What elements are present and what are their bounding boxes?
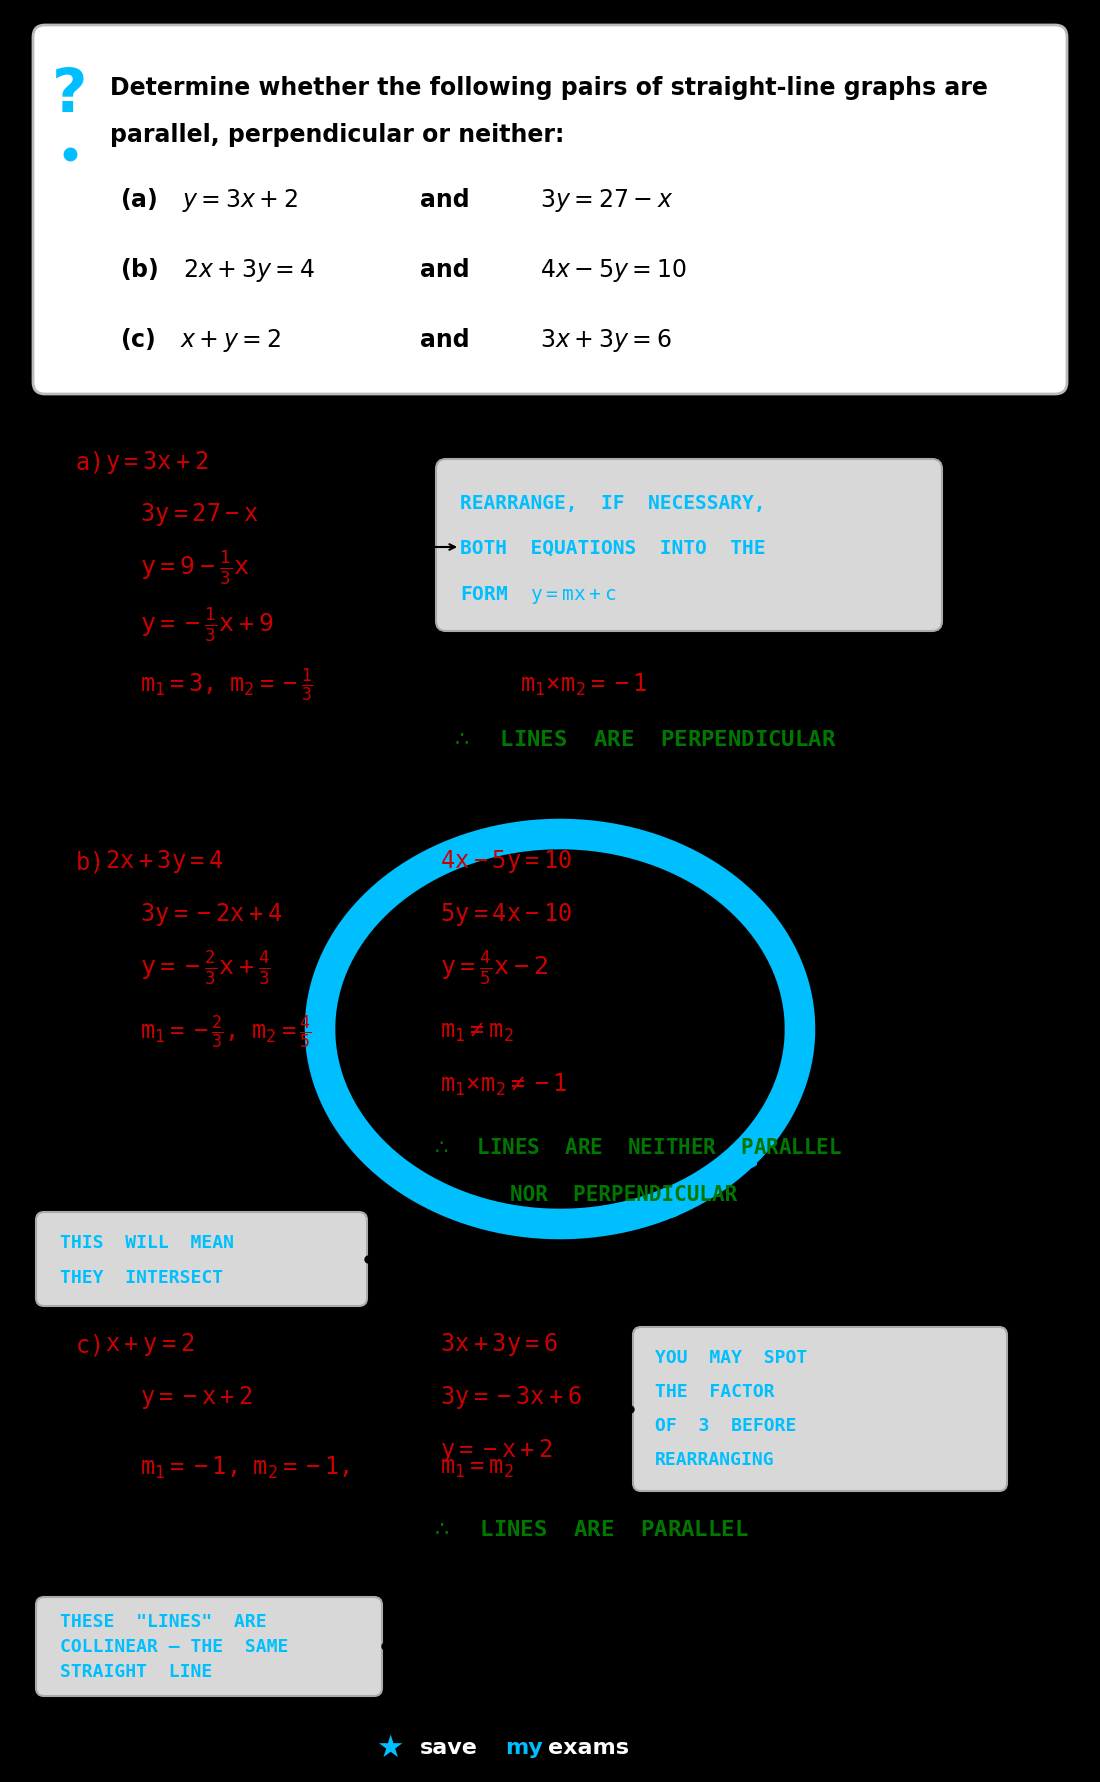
Text: ?: ? <box>53 66 88 125</box>
Text: $\mathtt{3y=27-x}$: $\mathtt{3y=27-x}$ <box>140 501 260 527</box>
Text: FORM  $\mathtt{y=mx+c}$: FORM $\mathtt{y=mx+c}$ <box>460 584 616 606</box>
Text: $\mathtt{m_1=m_2}$: $\mathtt{m_1=m_2}$ <box>440 1456 514 1479</box>
Text: $3y = 27 - x$: $3y = 27 - x$ <box>540 187 673 214</box>
Text: REARRANGE,  IF  NECESSARY,: REARRANGE, IF NECESSARY, <box>460 494 766 511</box>
Text: $\mathtt{y=-\frac{1}{3}x+9}$: $\mathtt{y=-\frac{1}{3}x+9}$ <box>140 606 274 643</box>
Text: $\therefore$  LINES  ARE  PERPENDICULAR: $\therefore$ LINES ARE PERPENDICULAR <box>450 729 837 750</box>
Text: ★: ★ <box>376 1732 404 1762</box>
Text: $4x - 5y = 10$: $4x - 5y = 10$ <box>540 257 686 283</box>
Text: (a)   $y = 3x + 2$: (a) $y = 3x + 2$ <box>120 185 298 214</box>
Text: $\mathtt{y=-\frac{2}{3}x+\frac{4}{3}}$: $\mathtt{y=-\frac{2}{3}x+\frac{4}{3}}$ <box>140 948 271 987</box>
Text: $\mathtt{3x+3y=6}$: $\mathtt{3x+3y=6}$ <box>440 1331 559 1358</box>
Text: and: and <box>420 258 470 282</box>
FancyBboxPatch shape <box>632 1328 1007 1492</box>
Text: $\mathtt{5y=4x-10}$: $\mathtt{5y=4x-10}$ <box>440 902 573 928</box>
Text: $\mathtt{y=\frac{4}{5}x-2}$: $\mathtt{y=\frac{4}{5}x-2}$ <box>440 948 548 987</box>
Text: $\mathtt{3y=-2x+4}$: $\mathtt{3y=-2x+4}$ <box>140 902 283 928</box>
Text: COLLINEAR — THE  SAME: COLLINEAR — THE SAME <box>60 1638 288 1655</box>
FancyBboxPatch shape <box>36 1597 382 1696</box>
Text: Determine whether the following pairs of straight-line graphs are: Determine whether the following pairs of… <box>110 77 988 100</box>
Text: save: save <box>420 1737 477 1757</box>
Text: $\mathtt{b)}$: $\mathtt{b)}$ <box>75 848 100 875</box>
Text: $\mathtt{2x+3y=4}$: $\mathtt{2x+3y=4}$ <box>104 848 224 875</box>
Text: and: and <box>420 328 470 351</box>
Text: $\mathtt{m_1=-\frac{2}{3},\ m_2=\frac{4}{5}}$: $\mathtt{m_1=-\frac{2}{3},\ m_2=\frac{4}… <box>140 1012 312 1050</box>
Text: $\mathtt{y=3x+2}$: $\mathtt{y=3x+2}$ <box>104 449 209 476</box>
Text: THE  FACTOR: THE FACTOR <box>654 1383 774 1401</box>
Text: $3x + 3y = 6$: $3x + 3y = 6$ <box>540 326 671 353</box>
Text: $\mathtt{c)}$: $\mathtt{c)}$ <box>75 1331 100 1358</box>
Text: and: and <box>420 187 470 212</box>
Text: $\mathtt{m_1 \!\times\! m_2=-1}$: $\mathtt{m_1 \!\times\! m_2=-1}$ <box>520 672 648 699</box>
Text: $\mathtt{a)}$: $\mathtt{a)}$ <box>75 449 100 474</box>
Text: $\mathtt{4x-5y=10}$: $\mathtt{4x-5y=10}$ <box>440 848 573 875</box>
Text: (c)   $x + y = 2$: (c) $x + y = 2$ <box>120 326 280 355</box>
Text: THIS  WILL  MEAN: THIS WILL MEAN <box>60 1233 234 1251</box>
Text: (b)   $2x + 3y = 4$: (b) $2x + 3y = 4$ <box>120 257 315 283</box>
Text: $\mathtt{m_1 \!\times\! m_2 \neq -1}$: $\mathtt{m_1 \!\times\! m_2 \neq -1}$ <box>440 1071 568 1098</box>
Text: THESE  "LINES"  ARE: THESE "LINES" ARE <box>60 1613 266 1631</box>
Text: $\mathtt{3y=-3x+6}$: $\mathtt{3y=-3x+6}$ <box>440 1385 582 1411</box>
Text: parallel, perpendicular or neither:: parallel, perpendicular or neither: <box>110 123 564 146</box>
FancyBboxPatch shape <box>436 460 942 631</box>
Text: my: my <box>505 1737 542 1757</box>
Text: YOU  MAY  SPOT: YOU MAY SPOT <box>654 1349 807 1367</box>
Text: $\mathtt{m_1=3,\ m_2=-\frac{1}{3}}$: $\mathtt{m_1=3,\ m_2=-\frac{1}{3}}$ <box>140 666 314 704</box>
Text: $\therefore$  LINES  ARE  PARALLEL: $\therefore$ LINES ARE PARALLEL <box>430 1518 749 1540</box>
Text: BOTH  EQUATIONS  INTO  THE: BOTH EQUATIONS INTO THE <box>460 538 766 558</box>
FancyBboxPatch shape <box>33 27 1067 396</box>
Text: $\mathtt{y=9-\frac{1}{3}x}$: $\mathtt{y=9-\frac{1}{3}x}$ <box>140 549 250 586</box>
Text: $\mathtt{y=-x+2}$: $\mathtt{y=-x+2}$ <box>440 1436 553 1463</box>
Text: $\mathtt{y=-x+2}$: $\mathtt{y=-x+2}$ <box>140 1385 253 1411</box>
Text: REARRANGING: REARRANGING <box>654 1451 774 1468</box>
Text: $\mathtt{x+y=2}$: $\mathtt{x+y=2}$ <box>104 1331 195 1358</box>
Text: OF  3  BEFORE: OF 3 BEFORE <box>654 1417 796 1435</box>
Text: exams: exams <box>548 1737 629 1757</box>
Text: NOR  PERPENDICULAR: NOR PERPENDICULAR <box>510 1185 737 1205</box>
Text: THEY  INTERSECT: THEY INTERSECT <box>60 1269 223 1287</box>
Text: $\mathtt{m_1 \neq m_2}$: $\mathtt{m_1 \neq m_2}$ <box>440 1019 514 1044</box>
Text: $\therefore$  LINES  ARE  NEITHER  PARALLEL: $\therefore$ LINES ARE NEITHER PARALLEL <box>430 1137 843 1157</box>
Text: $\mathtt{m_1=-1,\ m_2=-1,}$: $\mathtt{m_1=-1,\ m_2=-1,}$ <box>140 1454 350 1481</box>
FancyBboxPatch shape <box>36 1212 367 1306</box>
Text: STRAIGHT  LINE: STRAIGHT LINE <box>60 1663 212 1680</box>
